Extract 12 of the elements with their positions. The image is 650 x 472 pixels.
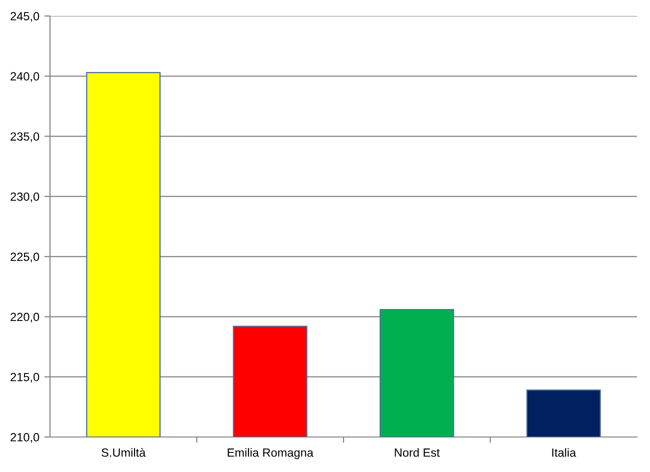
y-tick-label: 230,0 [10,192,40,202]
x-tick-label: Emilia Romagna [228,448,314,460]
x-tick-label: Italia [552,448,576,457]
y-tick-label: 225,0 [10,252,40,262]
y-tick-label: 215,0 [10,372,40,383]
y-tick-label: 245,0 [10,12,40,22]
y-tick-label: 235,0 [10,132,40,142]
y-tick-label: 220,0 [10,312,40,323]
y-tick-label: 240,0 [10,72,40,82]
x-tick-label: S.Umiltà [102,448,146,457]
y-tick-label: 210,0 [10,433,40,443]
x-tick-label: Nord Est [394,448,440,457]
